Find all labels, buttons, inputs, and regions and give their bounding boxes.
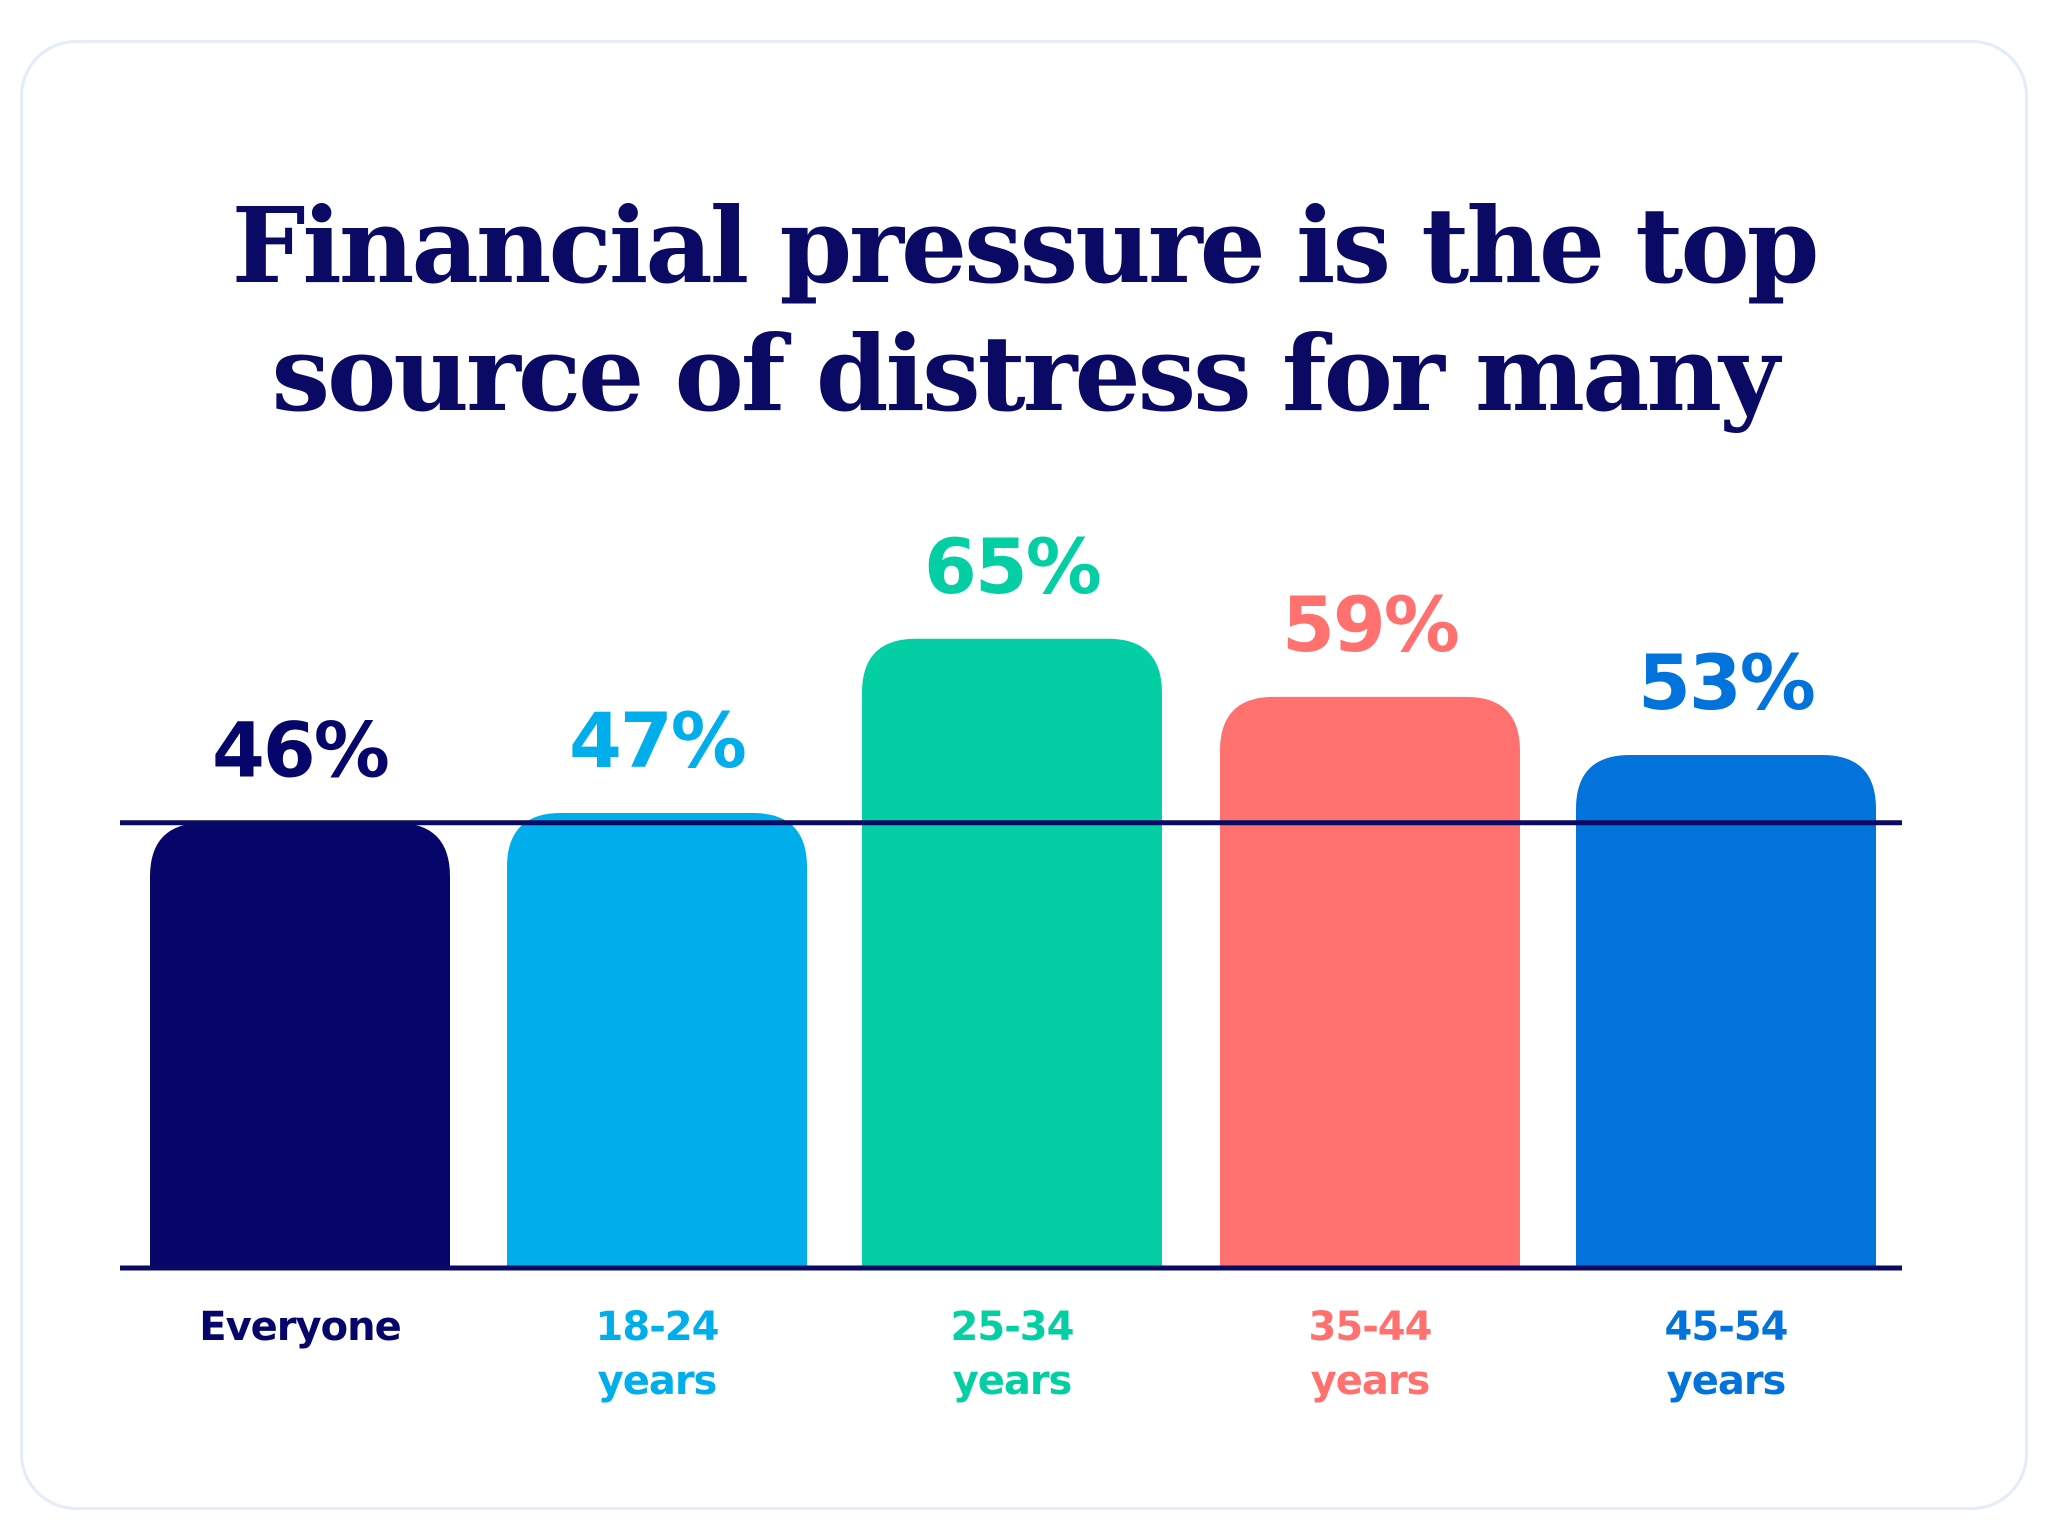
category-label-2-line-1: years <box>953 1358 1072 1404</box>
category-label-3-line-0: 35-44 <box>1309 1304 1432 1350</box>
chart-title-line-2: source of distress for many <box>271 312 1780 435</box>
value-label-3: 59% <box>1282 580 1458 669</box>
bar-0 <box>150 822 450 1268</box>
value-label-2: 65% <box>924 522 1100 611</box>
value-label-1: 47% <box>569 696 745 785</box>
bar-3 <box>1220 696 1520 1268</box>
chart-title-line-1: Financial pressure is the top <box>231 184 1820 307</box>
category-label-1-line-1: years <box>598 1358 717 1404</box>
bar-4 <box>1576 754 1876 1268</box>
category-label-3-line-1: years <box>1311 1358 1430 1404</box>
category-label-0-line-0: Everyone <box>199 1304 400 1350</box>
value-label-4: 53% <box>1638 638 1814 727</box>
bar-2 <box>862 638 1162 1268</box>
value-label-0: 46% <box>212 706 388 795</box>
category-label-4-line-0: 45-54 <box>1665 1304 1788 1350</box>
chart-title: Financial pressure is the top source of … <box>0 182 2048 438</box>
category-label-4-line-1: years <box>1667 1358 1786 1404</box>
category-label-2-line-0: 25-34 <box>951 1304 1074 1350</box>
category-label-1-line-0: 18-24 <box>596 1304 719 1350</box>
bar-1 <box>507 813 807 1268</box>
